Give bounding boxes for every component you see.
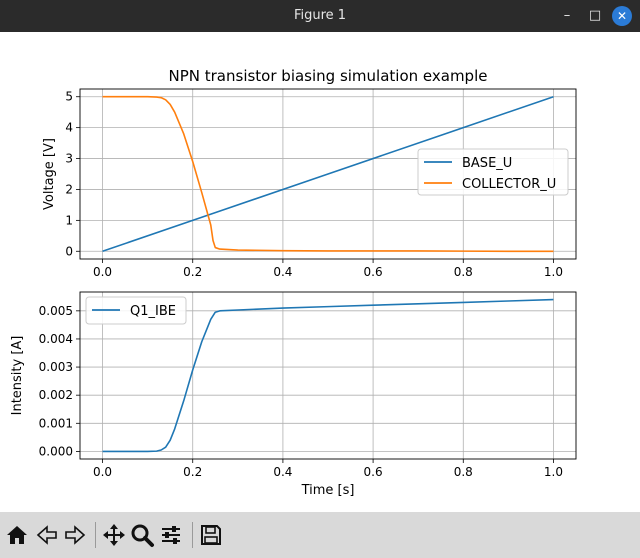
legend-box: [85, 296, 187, 325]
legend-label: COLLECTOR_U: [462, 177, 556, 192]
y-axis-label: Intensity [A]: [10, 336, 25, 416]
x-tick-label: 0.6: [364, 265, 383, 279]
x-tick-label: 0.4: [273, 265, 292, 279]
x-tick-label: 0.6: [364, 465, 383, 479]
axes-frame: [79, 291, 577, 460]
y-tick-label: 0.003: [39, 360, 73, 374]
x-tick-label: 0.8: [454, 465, 473, 479]
figure-svg: 0.0 0.2 0.4 0.6 0.8 1.0 0 1 2 3 4 5 NPN transistor b…: [10, 67, 577, 498]
x-tick-label: 0.4: [273, 465, 292, 479]
y-tick-label: 0: [65, 244, 73, 258]
x-tick-label: 1.0: [544, 465, 563, 479]
home-icon[interactable]: [4, 522, 30, 548]
series-line-q1-ibe: [102, 298, 554, 453]
y-tick-label: 5: [65, 90, 73, 104]
legend-box: [417, 148, 569, 196]
y-tick-label: 0.004: [39, 332, 73, 346]
toolbar-separator: [95, 522, 96, 548]
window-titlebar: Figure 1 – □ ✕: [0, 0, 640, 32]
y-tick-label: 0.005: [39, 304, 73, 318]
legend-label: Q1_IBE: [130, 304, 176, 319]
x-tick-label: 0.2: [183, 265, 202, 279]
x-tick-label: 0.8: [454, 265, 473, 279]
y-tick-label: 4: [65, 121, 73, 135]
close-icon[interactable]: ✕: [612, 6, 632, 26]
save-icon[interactable]: [198, 522, 224, 548]
y-tick-label: 0.000: [39, 444, 73, 458]
zoom-icon[interactable]: [129, 522, 155, 548]
y-tick-label: 2: [65, 182, 73, 196]
window-title: Figure 1: [293, 8, 347, 23]
chart-title: NPN transistor biasing simulation exampl…: [169, 67, 488, 85]
x-tick-label: 1.0: [544, 265, 563, 279]
y-tick-label: 1: [65, 213, 73, 227]
forward-icon[interactable]: [62, 522, 88, 548]
y-axis-label: Voltage [V]: [42, 138, 57, 210]
x-tick-label: 0.0: [93, 465, 112, 479]
toolbar-separator: [192, 522, 193, 548]
x-tick-label: 0.0: [93, 265, 112, 279]
y-tick-label: 0.002: [39, 388, 73, 402]
back-icon[interactable]: [34, 522, 60, 548]
maximize-icon[interactable]: □: [588, 8, 602, 23]
series-line-base-u: [102, 95, 554, 253]
configure-subplots-icon[interactable]: [158, 522, 184, 548]
axes-frame: [79, 88, 577, 260]
pan-icon[interactable]: [101, 522, 127, 548]
figure-canvas: 0.0 0.2 0.4 0.6 0.8 1.0 0 1 2 3 4 5 NPN transistor b…: [0, 32, 640, 512]
y-tick-label: 3: [65, 152, 73, 166]
legend-label: BASE_U: [462, 156, 512, 171]
x-axis-label: Time [s]: [301, 483, 355, 498]
y-tick-label: 0.001: [39, 416, 73, 430]
minimize-icon[interactable]: –: [563, 8, 571, 23]
x-tick-label: 0.2: [183, 465, 202, 479]
series-line-collector-u: [102, 95, 554, 253]
navigation-toolbar: [0, 512, 640, 558]
